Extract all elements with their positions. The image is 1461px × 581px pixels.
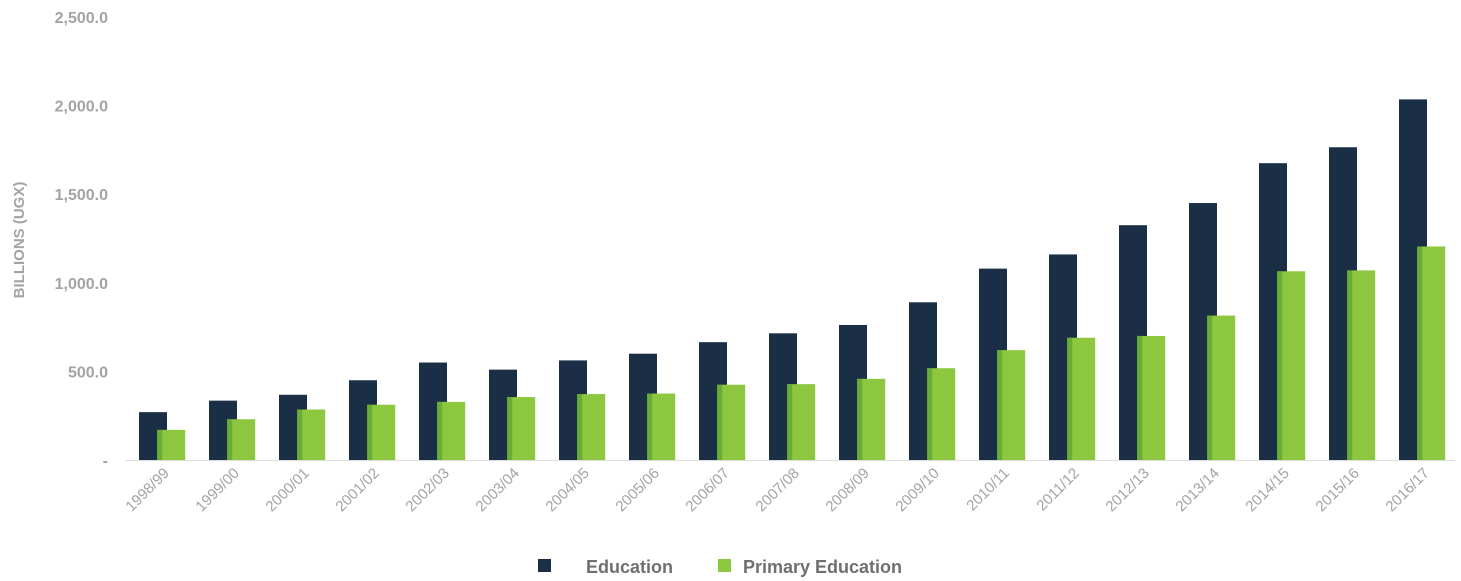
y-tick-label: - — [103, 453, 108, 470]
bars — [139, 99, 1446, 460]
x-tick-label: 2004/05 — [542, 465, 592, 515]
x-tick-label: 2010/11 — [963, 465, 1013, 515]
bar-primary-education-shade — [1207, 315, 1213, 460]
bar-primary-education-shade — [437, 401, 443, 460]
legend-swatch — [718, 559, 731, 572]
bar-primary-education-shade — [1277, 271, 1283, 460]
bar-primary-education-shade — [157, 429, 163, 460]
x-axis: 1998/99 1999/00 2000/01 2001/02 2002/03 2003/… — [122, 465, 1432, 515]
bar-primary-education-shade — [507, 397, 513, 460]
y-tick-label: 500.0 — [68, 364, 108, 381]
x-tick-label: 2012/13 — [1102, 465, 1152, 515]
x-tick-label: 2015/16 — [1312, 465, 1362, 515]
x-tick-label: 2016/17 — [1382, 465, 1432, 515]
x-tick-label: 2000/01 — [262, 465, 312, 515]
legend-label: Education — [586, 557, 673, 577]
x-tick-label: 2013/14 — [1172, 465, 1222, 515]
y-axis: - 500.0 1,000.0 1,500.0 2,000.0 2,500.0 — [55, 10, 108, 470]
bar-primary-education-shade — [927, 368, 933, 460]
bar-primary-education-shade — [717, 384, 723, 460]
x-tick-label: 2007/08 — [752, 465, 802, 515]
x-tick-label: 2014/15 — [1242, 465, 1292, 515]
y-tick-label: 1,500.0 — [55, 187, 108, 204]
bar-primary-education-shade — [1137, 335, 1143, 460]
x-tick-label: 2001/02 — [332, 465, 382, 515]
bar-primary-education-shade — [367, 404, 373, 460]
legend-swatch — [538, 559, 551, 572]
bar-primary-education-shade — [1067, 337, 1073, 460]
bar-primary-education-shade — [227, 419, 233, 460]
y-tick-label: 2,500.0 — [55, 10, 108, 27]
bar-primary-education-shade — [297, 409, 303, 460]
bar-primary-education-shade — [577, 394, 583, 460]
y-tick-label: 2,000.0 — [55, 99, 108, 116]
x-tick-label: 2008/09 — [822, 465, 872, 515]
x-tick-label: 2011/12 — [1033, 465, 1083, 515]
bar-primary-education-shade — [997, 350, 1003, 460]
bar-primary-education-shade — [1417, 246, 1423, 460]
legend: Education Primary Education — [538, 557, 902, 577]
x-tick-label: 2002/03 — [402, 465, 452, 515]
bar-primary-education-shade — [1347, 270, 1353, 460]
x-tick-label: 2005/06 — [612, 465, 662, 515]
x-tick-label: 2009/10 — [892, 465, 942, 515]
y-axis-label: BILLIONS (UGX) — [11, 182, 28, 299]
x-tick-label: 1999/00 — [192, 465, 242, 515]
bar-primary-education-shade — [857, 378, 863, 460]
legend-label: Primary Education — [743, 557, 902, 577]
y-tick-label: 1,000.0 — [55, 276, 108, 293]
x-tick-label: 2006/07 — [682, 465, 732, 515]
x-tick-label: 1998/99 — [122, 465, 172, 515]
x-tick-label: 2003/04 — [472, 465, 522, 515]
bar-primary-education-shade — [647, 393, 653, 460]
bar-primary-education-shade — [787, 384, 793, 460]
